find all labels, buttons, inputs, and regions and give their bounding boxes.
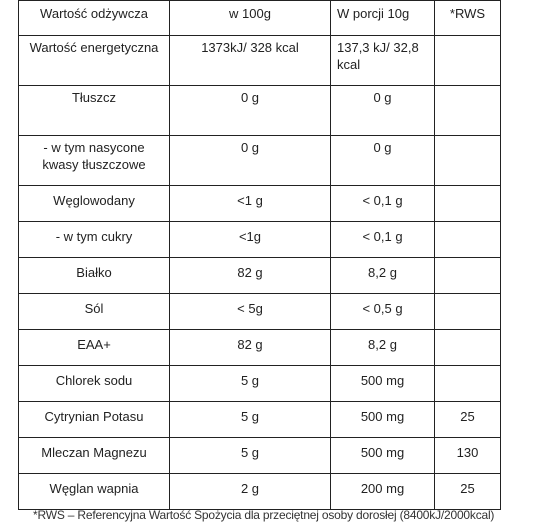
value-per-portion: < 0,1 g: [330, 221, 435, 258]
value-per-portion: 0 g: [330, 85, 435, 136]
table-row: - w tym nasycone kwasy tłuszczowe 0 g 0 …: [18, 135, 501, 186]
table-row: Węglan wapnia 2 g 200 mg 25: [18, 473, 501, 510]
rws-footnote: *RWS – Referencyjna Wartość Spożycia dla…: [33, 508, 495, 522]
table-row: - w tym cukry <1g < 0,1 g: [18, 221, 501, 258]
value-rws: [434, 257, 501, 294]
value-per-100g: 5 g: [169, 401, 331, 438]
value-per-portion: 0 g: [330, 135, 435, 186]
value-per-100g: 82 g: [169, 257, 331, 294]
nutrient-name: Tłuszcz: [18, 85, 170, 136]
value-per-portion: 200 mg: [330, 473, 435, 510]
value-per-portion: 500 mg: [330, 437, 435, 474]
value-per-100g: 1373kJ/ 328 kcal: [169, 35, 331, 86]
table-row: Węglowodany <1 g < 0,1 g: [18, 185, 501, 222]
table-row: Białko 82 g 8,2 g: [18, 257, 501, 294]
value-per-100g: 82 g: [169, 329, 331, 366]
value-per-portion: 137,3 kJ/ 32,8 kcal: [330, 35, 435, 86]
header-nutrient: Wartość odżywcza: [18, 0, 170, 36]
nutrient-name: Mleczan Magnezu: [18, 437, 170, 474]
nutrient-name: - w tym nasycone kwasy tłuszczowe: [18, 135, 170, 186]
value-rws: [434, 35, 501, 86]
nutrient-name: Węglan wapnia: [18, 473, 170, 510]
table-row: Tłuszcz 0 g 0 g: [18, 85, 501, 136]
value-per-100g: < 5g: [169, 293, 331, 330]
value-per-portion: < 0,1 g: [330, 185, 435, 222]
table-row: Wartość energetyczna 1373kJ/ 328 kcal 13…: [18, 35, 501, 86]
value-rws: [434, 365, 501, 402]
value-per-portion: < 0,5 g: [330, 293, 435, 330]
value-per-100g: 5 g: [169, 437, 331, 474]
nutrient-name: Wartość energetyczna: [18, 35, 170, 86]
table-header-row: Wartość odżywcza w 100g W porcji 10g *RW…: [18, 0, 501, 36]
value-rws: [434, 185, 501, 222]
value-per-100g: <1g: [169, 221, 331, 258]
value-rws: 25: [434, 401, 501, 438]
value-per-portion: 500 mg: [330, 365, 435, 402]
table-row: Cytrynian Potasu 5 g 500 mg 25: [18, 401, 501, 438]
nutrition-table: Wartość odżywcza w 100g W porcji 10g *RW…: [18, 0, 501, 510]
value-per-100g: 0 g: [169, 85, 331, 136]
nutrient-name: EAA+: [18, 329, 170, 366]
value-per-portion: 8,2 g: [330, 329, 435, 366]
header-per-portion: W porcji 10g: [330, 0, 435, 36]
value-rws: 130: [434, 437, 501, 474]
nutrient-name: Węglowodany: [18, 185, 170, 222]
table-row: EAA+ 82 g 8,2 g: [18, 329, 501, 366]
table-row: Sól < 5g < 0,5 g: [18, 293, 501, 330]
value-rws: [434, 85, 501, 136]
value-per-100g: <1 g: [169, 185, 331, 222]
value-per-portion: 500 mg: [330, 401, 435, 438]
header-rws: *RWS: [434, 0, 501, 36]
value-rws: [434, 329, 501, 366]
value-rws: 25: [434, 473, 501, 510]
value-rws: [434, 293, 501, 330]
header-per-100g: w 100g: [169, 0, 331, 36]
value-per-portion: 8,2 g: [330, 257, 435, 294]
table-row: Mleczan Magnezu 5 g 500 mg 130: [18, 437, 501, 474]
value-per-100g: 0 g: [169, 135, 331, 186]
nutrient-name: - w tym cukry: [18, 221, 170, 258]
value-per-100g: 2 g: [169, 473, 331, 510]
value-rws: [434, 135, 501, 186]
value-rws: [434, 221, 501, 258]
nutrient-name: Sól: [18, 293, 170, 330]
nutrient-name: Białko: [18, 257, 170, 294]
nutrient-name: Cytrynian Potasu: [18, 401, 170, 438]
value-per-100g: 5 g: [169, 365, 331, 402]
table-row: Chlorek sodu 5 g 500 mg: [18, 365, 501, 402]
nutrient-name: Chlorek sodu: [18, 365, 170, 402]
